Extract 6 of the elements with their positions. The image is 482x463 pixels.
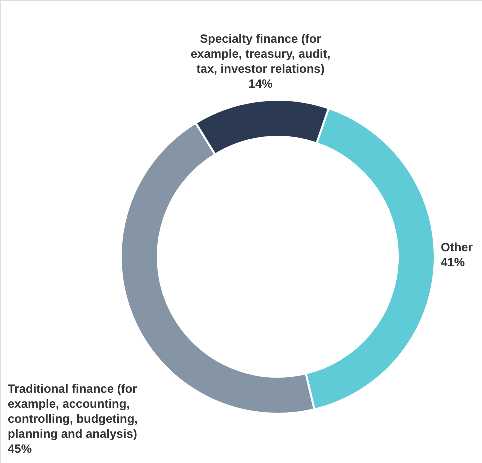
data-label: 45% (8, 442, 32, 456)
data-label: 14% (248, 77, 274, 91)
data-label: 41% (441, 256, 466, 270)
slice-label: Other (441, 240, 474, 255)
slice-label: Traditional finance (for example, accounting, controlling, budgeting, planning and analysis) (8, 382, 138, 441)
slice-label: Specialty finance (for example, treasury, audit, tax, investor relations) (190, 32, 331, 76)
